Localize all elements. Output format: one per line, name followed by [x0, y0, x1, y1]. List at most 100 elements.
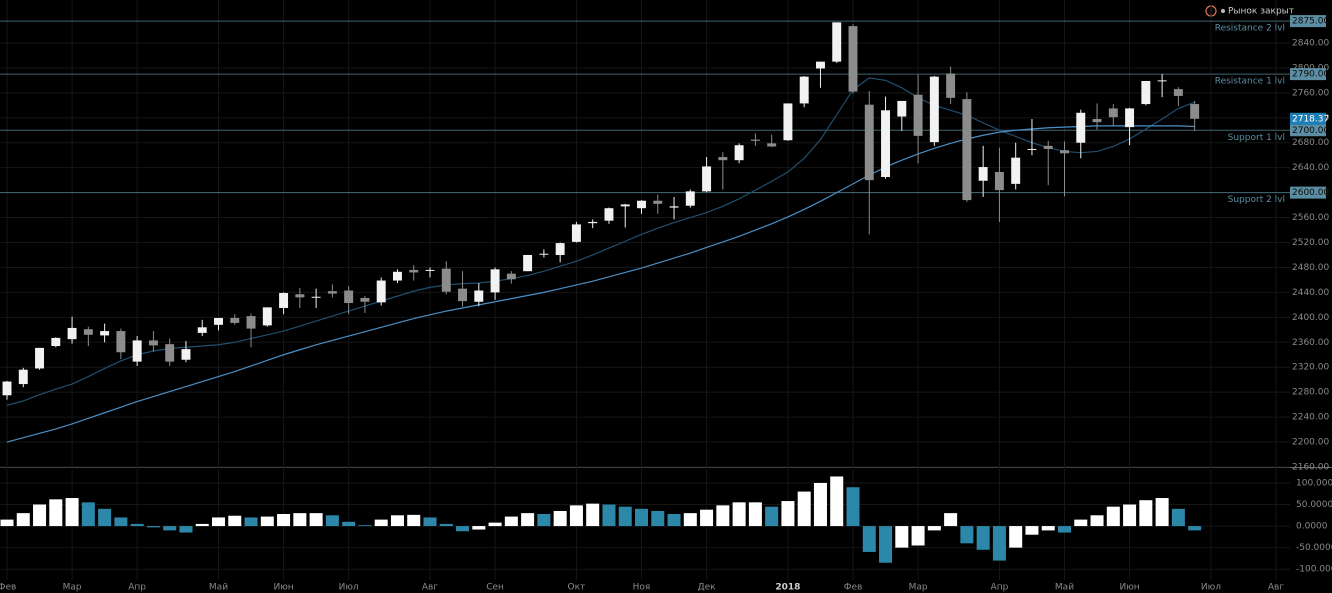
oscillator-bar	[407, 514, 421, 527]
oscillator-bar	[358, 525, 372, 527]
candle-body	[913, 94, 923, 136]
y-tick-label: 2840.00	[1292, 38, 1329, 48]
x-tick-label: Июн	[273, 583, 293, 593]
candle-body	[441, 268, 451, 292]
x-tick-label: Фев	[0, 583, 16, 593]
x-tick-label: Мар	[909, 583, 928, 593]
candle-body	[214, 317, 223, 325]
oscillator-bar	[602, 504, 616, 527]
osc-tick-label: -100.0000	[1296, 565, 1332, 575]
candle-body	[750, 139, 760, 141]
oscillator-bar	[211, 517, 226, 527]
x-tick-label: Дек	[698, 583, 717, 593]
candle-body	[116, 331, 126, 353]
oscillator-bar	[260, 516, 274, 527]
oscillator-bar	[927, 526, 941, 531]
oscillator-bar	[797, 491, 811, 527]
oscillator-bar	[1123, 504, 1137, 527]
candle-body	[571, 224, 581, 242]
candle-body	[734, 145, 744, 161]
candle-body	[279, 293, 289, 308]
candle-body	[262, 307, 272, 326]
oscillator-bar	[911, 526, 925, 546]
candle-body	[978, 167, 988, 181]
candle-body	[51, 337, 61, 347]
y-tick-label: 2400.00	[1292, 313, 1329, 323]
oscillator-bar	[1057, 526, 1072, 533]
oscillator-bar	[0, 519, 14, 527]
oscillator-bar	[146, 526, 160, 528]
candle-body	[881, 110, 891, 178]
candle-body	[718, 157, 728, 161]
candle-body	[815, 61, 825, 69]
oscillator-bar	[537, 514, 551, 527]
candle-body	[783, 103, 793, 141]
level-price-label: 2790.00	[1292, 70, 1329, 80]
oscillator-bar	[553, 510, 567, 527]
oscillator-bar	[309, 513, 323, 527]
x-tick-label: Ноя	[633, 583, 651, 593]
candle-body	[165, 344, 175, 362]
oscillator-bar	[683, 513, 697, 527]
level-price-label: 2875.00	[1292, 17, 1329, 27]
x-tick-label: Июл	[1201, 583, 1221, 593]
y-tick-label: 2320.00	[1292, 363, 1329, 373]
oscillator-bar	[976, 526, 990, 550]
y-tick-label: 2480.00	[1292, 263, 1329, 273]
oscillator-bar	[651, 510, 665, 527]
oscillator-bar	[846, 487, 860, 527]
x-tick-label: Июн	[1119, 583, 1139, 593]
oscillator-bar	[1155, 498, 1169, 527]
oscillator-bar	[179, 526, 193, 533]
oscillator-bar	[130, 523, 144, 527]
candle-body	[1060, 150, 1069, 154]
x-tick-label: Июл	[339, 583, 359, 593]
candle-body	[360, 298, 370, 302]
oscillator-bar	[423, 517, 437, 527]
oscillator-bar	[1074, 519, 1088, 527]
candle-body	[83, 329, 93, 335]
candle-body	[344, 290, 354, 303]
candle-body	[799, 76, 809, 104]
candle-body	[1141, 80, 1151, 105]
oscillator-bar	[781, 501, 795, 527]
candle-body	[637, 200, 646, 209]
oscillator-bar	[521, 513, 535, 527]
moving-average-line	[6, 125, 1195, 443]
osc-tick-label: -50.0000	[1296, 543, 1332, 553]
oscillator-bar	[1106, 506, 1120, 527]
candle-body	[1076, 112, 1086, 143]
oscillator-bar	[16, 513, 30, 527]
x-tick-label: Авг	[422, 583, 438, 593]
level-name: Resistance 2 lvl	[1215, 24, 1285, 34]
oscillator-bar	[765, 506, 779, 527]
candle-body	[539, 253, 549, 255]
market-status: Рынок закрыт	[1228, 7, 1294, 17]
candle-body	[1173, 89, 1183, 96]
x-tick-label: Авг	[1268, 583, 1284, 593]
level-name: Resistance 1 lvl	[1215, 77, 1285, 87]
oscillator-bar	[277, 514, 291, 527]
oscillator-bar	[390, 515, 404, 527]
candle-body	[832, 22, 842, 62]
candle-body	[1043, 145, 1053, 149]
candle-body	[946, 73, 956, 98]
osc-tick-label: 0.0000	[1296, 522, 1328, 532]
candle-body	[148, 340, 158, 346]
x-tick-label: Мар	[63, 583, 82, 593]
candle-body	[864, 104, 874, 181]
x-tick-label: Апр	[991, 583, 1009, 593]
oscillator-bar	[293, 513, 307, 527]
candle-body	[458, 288, 468, 302]
y-tick-label: 2440.00	[1292, 288, 1329, 298]
oscillator-bar	[114, 517, 128, 527]
x-tick-label: Окт	[568, 583, 586, 593]
candle-body	[669, 206, 679, 208]
candle-body	[376, 280, 386, 303]
candle-body	[392, 271, 402, 281]
candle-body	[685, 191, 695, 206]
candle-body	[132, 340, 142, 362]
y-tick-label: 2680.00	[1292, 138, 1329, 148]
osc-tick-label: 100.0000	[1296, 478, 1332, 488]
oscillator-bar	[1171, 508, 1185, 527]
